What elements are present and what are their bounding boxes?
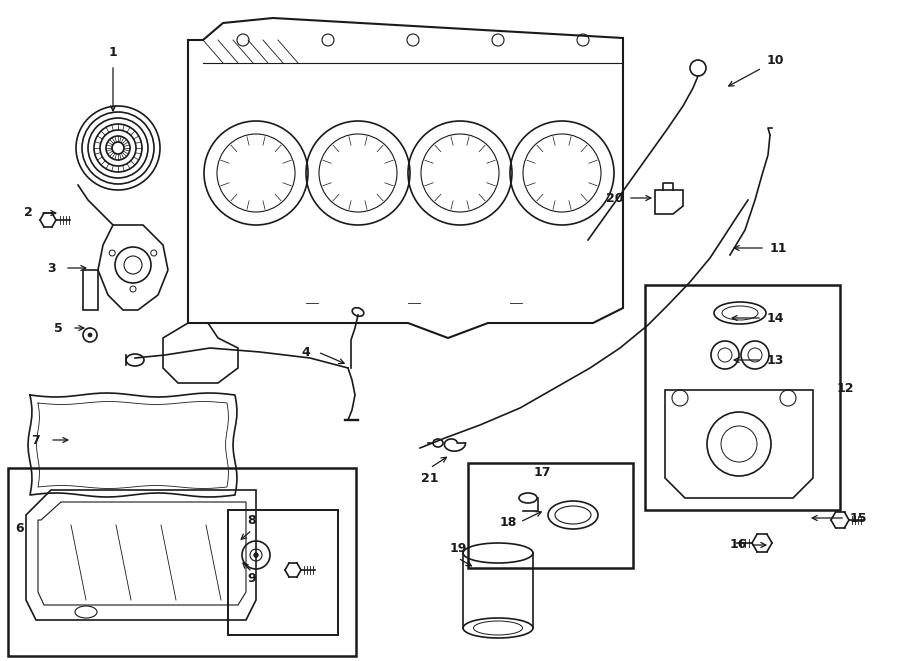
Text: 14: 14 <box>766 311 784 325</box>
Text: 18: 18 <box>500 516 517 529</box>
Bar <box>645 285 840 510</box>
Text: 1: 1 <box>109 46 117 59</box>
Text: 2: 2 <box>23 206 32 219</box>
Text: 9: 9 <box>248 572 256 584</box>
Text: 10: 10 <box>766 54 784 67</box>
Text: 5: 5 <box>54 321 62 334</box>
Text: 3: 3 <box>48 262 57 274</box>
Circle shape <box>88 333 92 337</box>
Bar <box>228 510 338 635</box>
Bar <box>8 468 356 656</box>
Text: 16: 16 <box>729 539 747 551</box>
Text: 17: 17 <box>533 465 551 479</box>
Bar <box>468 463 633 568</box>
Text: 12: 12 <box>836 381 854 395</box>
Text: 19: 19 <box>449 541 467 555</box>
Text: 15: 15 <box>850 512 867 524</box>
Text: 20: 20 <box>607 192 624 204</box>
Text: 11: 11 <box>770 241 787 254</box>
Text: 6: 6 <box>15 522 24 535</box>
Text: 21: 21 <box>421 471 439 485</box>
Circle shape <box>254 553 258 557</box>
Text: 4: 4 <box>302 346 310 358</box>
Text: 8: 8 <box>248 514 256 527</box>
Text: 7: 7 <box>31 434 40 446</box>
Text: 13: 13 <box>766 354 784 366</box>
